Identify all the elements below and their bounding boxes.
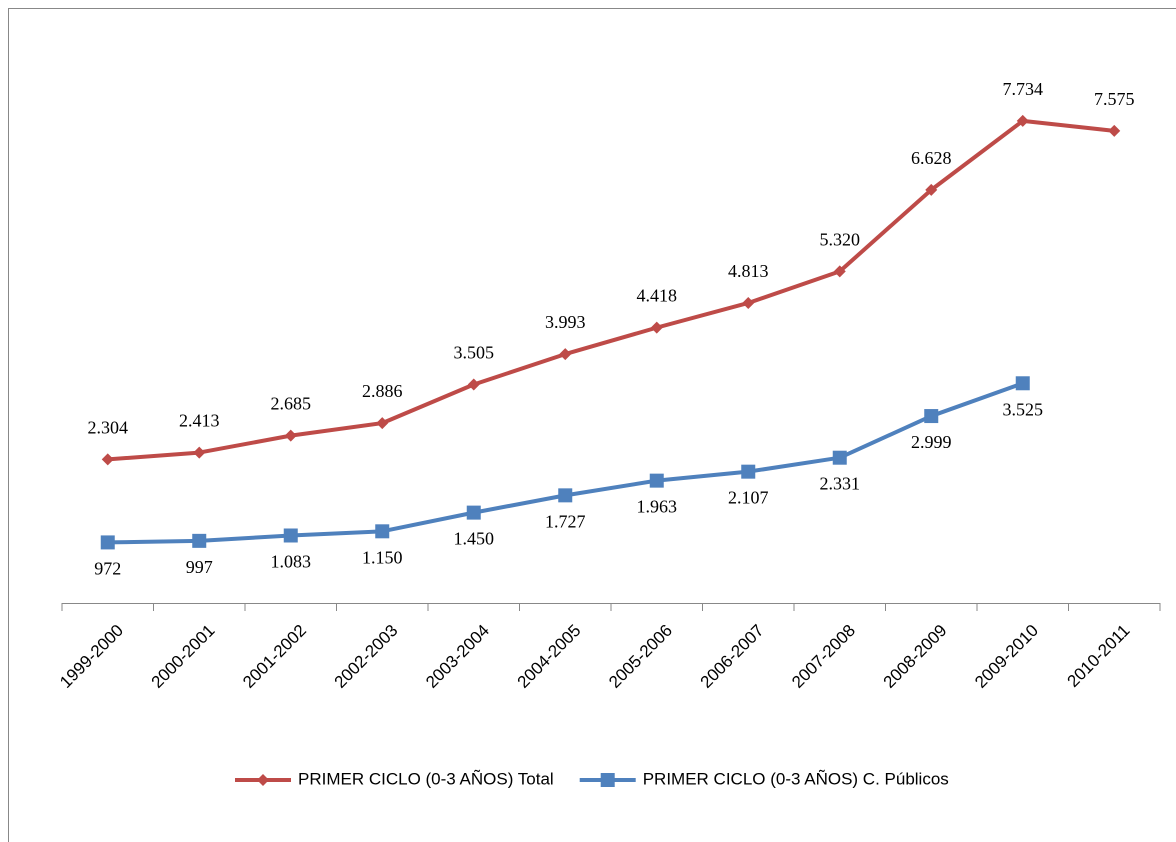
data-point [375,524,390,539]
data-label: 7.734 [1003,79,1044,99]
data-label: 3.993 [545,312,586,332]
data-label: 2.685 [271,394,312,414]
data-label: 2.331 [820,474,861,494]
x-tick-label: 2002-2003 [331,621,402,692]
legend-marker [600,773,615,787]
legend-label: PRIMER CICLO (0-3 AÑOS) C. Públicos [643,769,949,788]
data-point [741,464,756,479]
data-label: 997 [186,557,213,577]
data-point [650,321,663,334]
x-tick-label: 2010-2011 [1064,621,1134,691]
data-point [1108,124,1121,137]
x-tick-label: 2009-2010 [971,621,1042,692]
x-tick-label: 2000-2001 [148,621,219,692]
series-line [107,118,1115,462]
data-point [1015,376,1030,391]
data-label: 6.628 [911,148,952,168]
data-point [649,473,664,488]
data-point [559,348,572,361]
data-label: 2.886 [362,381,403,401]
data-label: 1.150 [362,547,403,567]
data-label: 2.999 [911,432,952,452]
data-point [192,533,207,548]
x-tick-label: 2006-2007 [697,621,768,692]
data-point [193,446,206,459]
data-label: 972 [94,558,121,578]
legend-item: PRIMER CICLO (0-3 AÑOS) C. Públicos [579,769,949,788]
data-point [100,535,115,550]
data-point [284,429,297,442]
data-label: 7.575 [1094,89,1135,109]
data-label: 5.320 [820,229,861,249]
x-tick-label: 1999-2000 [56,621,127,692]
x-tick-label: 2001-2002 [239,621,310,692]
data-label: 4.418 [637,286,678,306]
data-label: 3.505 [454,343,495,363]
data-point [466,505,481,520]
data-point [833,265,846,278]
legend-marker [257,774,269,786]
data-point [283,528,298,543]
data-point [832,450,847,465]
data-label: 1.963 [637,497,678,517]
data-label: 2.304 [88,417,129,437]
data-label: 4.813 [728,261,769,281]
data-label: 1.083 [271,551,312,571]
data-point [742,296,755,309]
x-tick-label: 2008-2009 [880,621,951,692]
data-point [925,183,938,196]
data-label: 3.525 [1003,399,1044,419]
data-label: 2.413 [179,411,220,431]
x-tick-label: 2003-2004 [422,621,493,692]
data-point [558,488,573,503]
legend-label: PRIMER CICLO (0-3 AÑOS) Total [298,769,554,788]
x-tick-label: 2007-2008 [788,621,859,692]
legend-item: PRIMER CICLO (0-3 AÑOS) Total [235,769,554,788]
data-point [924,409,939,424]
x-tick-label: 2004-2005 [514,621,585,692]
data-label: 1.450 [454,529,495,549]
data-label: 2.107 [728,488,769,508]
data-point [376,417,389,430]
x-tick-label: 2005-2006 [605,621,676,692]
data-point [101,453,114,466]
data-label: 1.727 [545,511,586,531]
data-point [467,378,480,391]
data-point [1016,114,1029,127]
